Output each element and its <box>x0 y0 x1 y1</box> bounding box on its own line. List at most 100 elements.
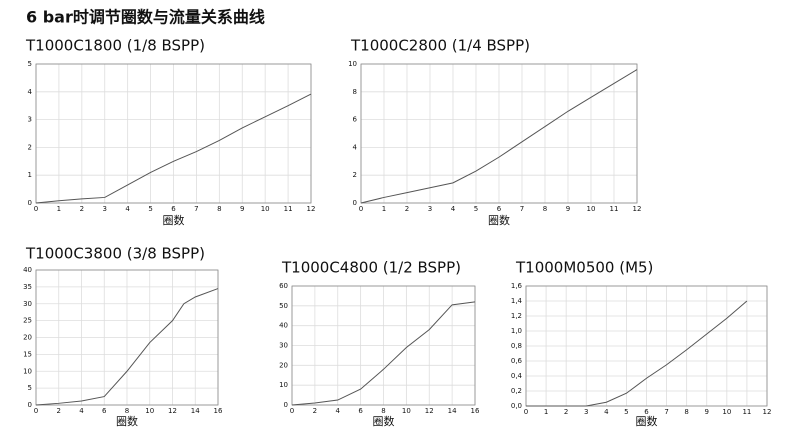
x-tick-label: 2 <box>564 408 568 416</box>
x-tick-label: 14 <box>448 407 457 415</box>
x-tick-label: 6 <box>102 407 107 415</box>
x-tick-label: 2 <box>80 205 84 213</box>
y-tick-label: 30 <box>23 300 32 308</box>
x-tick-label: 6 <box>644 408 649 416</box>
x-tick-label: 3 <box>103 205 107 213</box>
x-tick-label: 12 <box>168 407 177 415</box>
y-tick-label: 20 <box>23 334 32 342</box>
x-tick-label: 14 <box>191 407 200 415</box>
x-tick-label: 9 <box>240 205 244 213</box>
chart-title: T1000C4800 (1/2 BSPP) <box>281 259 461 277</box>
y-tick-label: 0,4 <box>511 372 523 380</box>
y-tick-label: 1 <box>28 171 32 179</box>
chart-title: T1000C3800 (3/8 BSPP) <box>25 245 205 263</box>
x-tick-label: 4 <box>336 407 341 415</box>
y-tick-label: 35 <box>23 283 32 291</box>
y-tick-label: 20 <box>279 361 288 369</box>
x-tick-label: 2 <box>313 407 317 415</box>
y-tick-label: 40 <box>279 322 288 330</box>
chart-title: T1000M0500 (M5) <box>515 259 653 277</box>
x-tick-label: 0 <box>34 407 38 415</box>
y-tick-label: 0,0 <box>511 402 522 410</box>
x-tick-label: 1 <box>382 205 386 213</box>
x-tick-label: 4 <box>79 407 84 415</box>
x-axis-label: 圈数 <box>488 214 510 227</box>
x-tick-label: 0 <box>34 205 38 213</box>
data-line <box>35 93 312 204</box>
x-tick-label: 0 <box>290 407 294 415</box>
y-tick-label: 4 <box>353 143 358 151</box>
y-tick-label: 15 <box>23 350 32 358</box>
x-tick-label: 12 <box>307 205 316 213</box>
x-axis-label: 圈数 <box>636 415 658 428</box>
x-tick-label: 12 <box>633 205 642 213</box>
y-tick-label: 1,4 <box>511 297 523 305</box>
y-tick-label: 0,6 <box>511 357 523 365</box>
data-line <box>291 301 476 406</box>
x-tick-label: 3 <box>584 408 588 416</box>
y-tick-label: 2 <box>28 143 32 151</box>
x-tick-label: 1 <box>544 408 548 416</box>
x-tick-label: 11 <box>284 205 293 213</box>
x-tick-label: 7 <box>194 205 198 213</box>
y-tick-label: 3 <box>28 116 32 124</box>
x-axis-label: 圈数 <box>116 415 138 428</box>
y-tick-label: 0 <box>284 401 288 409</box>
x-tick-label: 8 <box>543 205 547 213</box>
y-tick-label: 0 <box>28 199 32 207</box>
data-line <box>35 288 219 406</box>
x-tick-label: 8 <box>684 408 688 416</box>
x-tick-label: 8 <box>217 205 221 213</box>
x-tick-label: 16 <box>214 407 223 415</box>
y-tick-label: 0,2 <box>511 387 522 395</box>
x-tick-label: 6 <box>171 205 176 213</box>
y-tick-label: 10 <box>279 381 288 389</box>
x-tick-label: 0 <box>524 408 528 416</box>
x-tick-label: 0 <box>359 205 363 213</box>
x-tick-label: 7 <box>664 408 668 416</box>
x-axis-label: 圈数 <box>373 415 395 428</box>
x-tick-label: 11 <box>610 205 619 213</box>
y-tick-label: 5 <box>28 384 32 392</box>
y-tick-label: 0 <box>353 199 357 207</box>
page-title: 6 bar时调节圈数与流量关系曲线 <box>26 8 265 27</box>
plot-frame <box>291 285 476 406</box>
plot-frame <box>35 269 219 406</box>
x-tick-label: 6 <box>497 205 502 213</box>
y-tick-label: 60 <box>279 282 288 290</box>
x-tick-label: 9 <box>566 205 570 213</box>
x-tick-label: 9 <box>705 408 709 416</box>
x-tick-label: 2 <box>405 205 409 213</box>
x-tick-label: 10 <box>261 205 270 213</box>
y-tick-label: 0 <box>28 401 32 409</box>
y-tick-label: 25 <box>23 317 32 325</box>
data-line <box>360 69 638 204</box>
x-tick-label: 5 <box>474 205 478 213</box>
x-tick-label: 6 <box>358 407 363 415</box>
y-tick-label: 4 <box>28 88 33 96</box>
y-tick-label: 0,8 <box>511 342 522 350</box>
x-tick-label: 4 <box>125 205 130 213</box>
x-tick-label: 5 <box>148 205 152 213</box>
data-line <box>526 300 748 407</box>
x-tick-label: 1 <box>57 205 61 213</box>
x-tick-label: 10 <box>402 407 411 415</box>
y-tick-label: 10 <box>23 367 32 375</box>
x-tick-label: 8 <box>125 407 129 415</box>
x-tick-label: 12 <box>763 408 772 416</box>
y-tick-label: 6 <box>353 116 358 124</box>
y-tick-label: 1,2 <box>511 312 522 320</box>
y-tick-label: 1,0 <box>511 327 522 335</box>
x-axis-label: 圈数 <box>163 214 185 227</box>
x-tick-label: 16 <box>471 407 480 415</box>
x-tick-label: 3 <box>428 205 432 213</box>
chart-title: T1000C1800 (1/8 BSPP) <box>25 37 205 55</box>
x-tick-label: 8 <box>381 407 385 415</box>
x-tick-label: 10 <box>587 205 596 213</box>
x-tick-label: 4 <box>604 408 609 416</box>
x-tick-label: 10 <box>145 407 154 415</box>
x-tick-label: 5 <box>624 408 628 416</box>
y-tick-label: 10 <box>348 60 357 68</box>
x-tick-label: 10 <box>722 408 731 416</box>
